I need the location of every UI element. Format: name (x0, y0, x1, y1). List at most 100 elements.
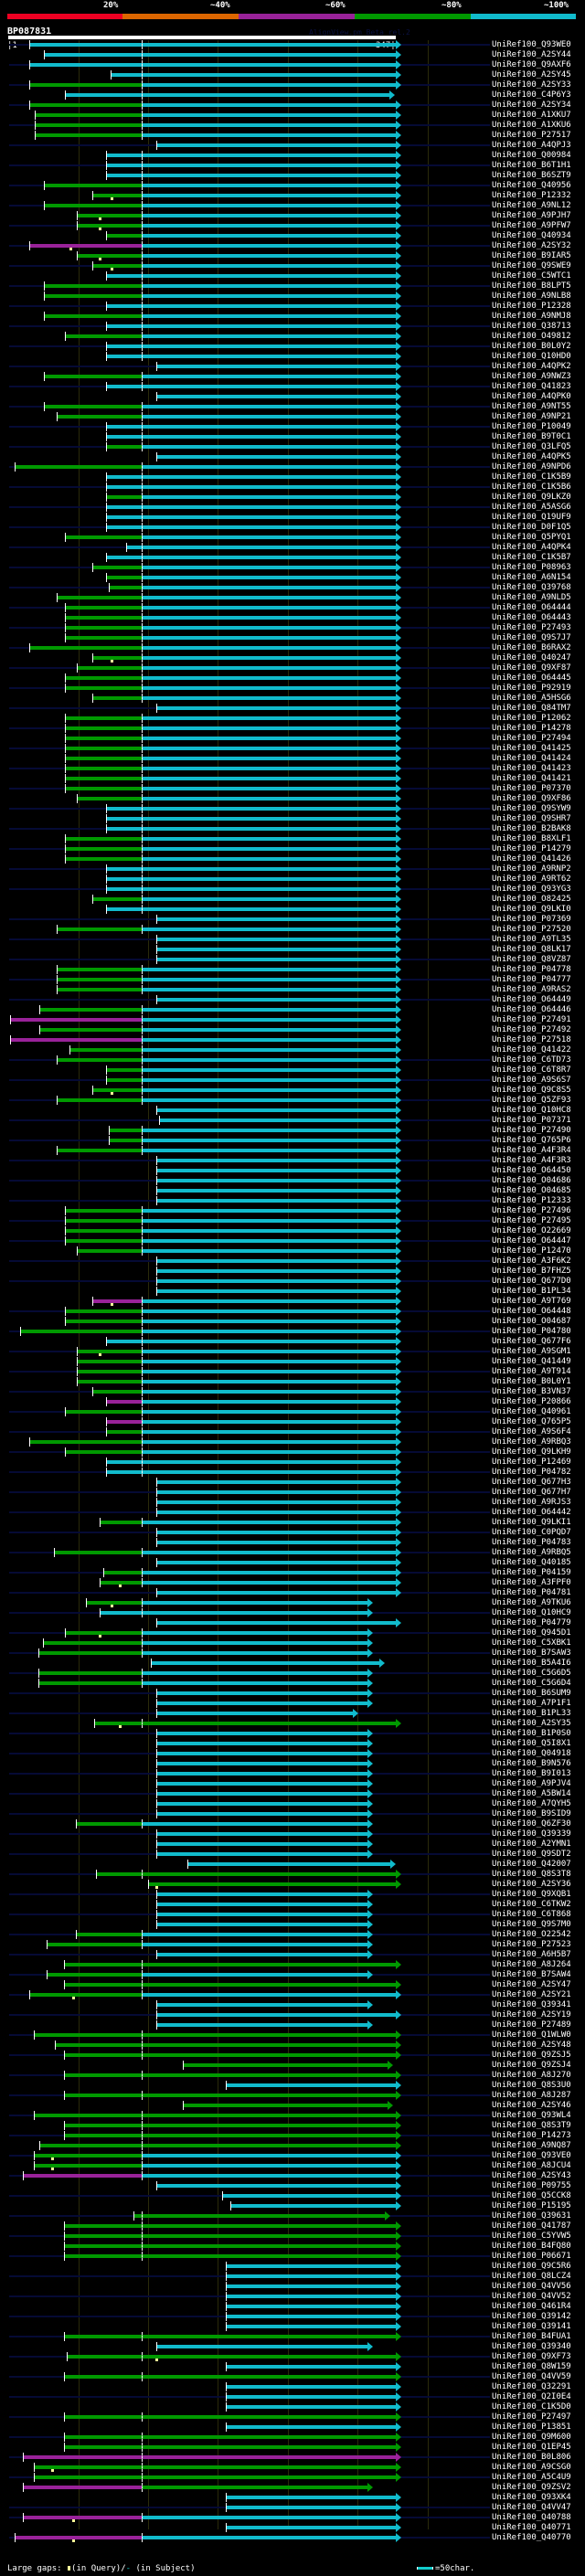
subject-link[interactable]: UniRef100_P27518 (492, 1035, 571, 1044)
alignment-row[interactable]: UniRef100_B1PL33 (0, 1709, 585, 1719)
alignment-row[interactable]: UniRef100_A5C4U9 (0, 2473, 585, 2483)
subject-link[interactable]: UniRef100_B3VN37 (492, 1387, 571, 1396)
alignment-row[interactable]: UniRef100_C0PQD7 (0, 1528, 585, 1538)
alignment-row[interactable]: UniRef100_Q5CCK8 (0, 2191, 585, 2201)
alignment-row[interactable]: UniRef100_A9PFW7 (0, 221, 585, 231)
subject-link[interactable]: UniRef100_C0PQD7 (492, 1528, 571, 1537)
subject-link[interactable]: UniRef100_A5BW14 (492, 1789, 571, 1798)
subject-link[interactable]: UniRef100_A9NP21 (492, 412, 571, 421)
alignment-row[interactable]: UniRef100_B9T0C1 (0, 432, 585, 442)
subject-link[interactable]: UniRef100_Q765P6 (492, 1136, 571, 1145)
subject-link[interactable]: UniRef100_P12470 (492, 1246, 571, 1256)
subject-link[interactable]: UniRef100_A2SY19 (492, 2010, 571, 2019)
subject-link[interactable]: UniRef100_B9T0C1 (492, 432, 571, 441)
subject-link[interactable]: UniRef100_O64447 (492, 1236, 571, 1246)
subject-link[interactable]: UniRef100_Q40770 (492, 2533, 571, 2542)
alignment-row[interactable]: UniRef100_Q9SDT2 (0, 1850, 585, 1860)
subject-link[interactable]: UniRef100_B4FQ80 (492, 2242, 571, 2251)
subject-link[interactable]: UniRef100_A1XKU6 (492, 121, 571, 130)
subject-link[interactable]: UniRef100_Q9M600 (492, 2433, 571, 2442)
subject-link[interactable]: UniRef100_Q93WE0 (492, 40, 571, 49)
alignment-row[interactable]: UniRef100_Q8S3U0 (0, 2081, 585, 2091)
subject-link[interactable]: UniRef100_A2SY21 (492, 1990, 571, 1999)
alignment-row[interactable]: UniRef100_P04781 (0, 1588, 585, 1598)
alignment-row[interactable]: UniRef100_Q9XF73 (0, 2352, 585, 2362)
alignment-row[interactable]: UniRef100_Q1WLW0 (0, 2030, 585, 2041)
alignment-row[interactable]: UniRef100_O64448 (0, 1307, 585, 1317)
subject-link[interactable]: UniRef100_Q40788 (492, 2513, 571, 2522)
alignment-row[interactable]: UniRef100_B6RAX2 (0, 643, 585, 653)
alignment-row[interactable]: UniRef100_Q8W159 (0, 2362, 585, 2372)
subject-link[interactable]: UniRef100_A3FPF0 (492, 1578, 571, 1587)
subject-link[interactable]: UniRef100_A9NT55 (492, 402, 571, 411)
subject-link[interactable]: UniRef100_A2SY43 (492, 2171, 571, 2180)
subject-link[interactable]: UniRef100_A4QPK0 (492, 392, 571, 401)
alignment-row[interactable]: UniRef100_P20866 (0, 1397, 585, 1407)
alignment-row[interactable]: UniRef100_O64443 (0, 613, 585, 623)
subject-link[interactable]: UniRef100_P04777 (492, 975, 571, 984)
subject-link[interactable]: UniRef100_A8J287 (492, 2091, 571, 2100)
subject-link[interactable]: UniRef100_A2SY32 (492, 241, 571, 250)
subject-link[interactable]: UniRef100_P04780 (492, 1327, 571, 1336)
subject-link[interactable]: UniRef100_A2SY34 (492, 101, 571, 110)
subject-link[interactable]: UniRef100_P27520 (492, 925, 571, 934)
subject-link[interactable]: UniRef100_C1K5B6 (492, 482, 571, 492)
alignment-row[interactable]: UniRef100_A9TKU6 (0, 1598, 585, 1608)
subject-link[interactable]: UniRef100_Q41424 (492, 754, 571, 763)
subject-link[interactable]: UniRef100_A1XKU7 (492, 111, 571, 120)
alignment-row[interactable]: UniRef100_A1XKU7 (0, 111, 585, 121)
subject-link[interactable]: UniRef100_A9TKU6 (492, 1598, 571, 1607)
subject-link[interactable]: UniRef100_P92919 (492, 684, 571, 693)
subject-link[interactable]: UniRef100_A5ASG6 (492, 503, 571, 512)
alignment-row[interactable]: UniRef100_A5BW14 (0, 1789, 585, 1799)
subject-link[interactable]: UniRef100_A6H5B7 (492, 1950, 571, 1959)
alignment-row[interactable]: UniRef100_P12332 (0, 191, 585, 201)
subject-link[interactable]: UniRef100_Q19UF9 (492, 513, 571, 522)
alignment-row[interactable]: UniRef100_Q93YG3 (0, 885, 585, 895)
alignment-row[interactable]: UniRef100_O49812 (0, 332, 585, 342)
alignment-row[interactable]: UniRef100_A4F3R4 (0, 1146, 585, 1156)
alignment-row[interactable]: UniRef100_A9NL12 (0, 201, 585, 211)
subject-link[interactable]: UniRef100_Q40247 (492, 653, 571, 663)
subject-link[interactable]: UniRef100_A9TL35 (492, 935, 571, 944)
alignment-row[interactable]: UniRef100_C1K5B6 (0, 482, 585, 493)
alignment-row[interactable]: UniRef100_Q40247 (0, 653, 585, 663)
alignment-row[interactable]: UniRef100_Q10HC8 (0, 1106, 585, 1116)
alignment-row[interactable]: UniRef100_Q39341 (0, 2000, 585, 2010)
alignment-row[interactable]: UniRef100_A9NWZ3 (0, 372, 585, 382)
subject-link[interactable]: UniRef100_A9SGM1 (492, 1347, 571, 1356)
alignment-row[interactable]: UniRef100_O64442 (0, 1508, 585, 1518)
alignment-row[interactable]: UniRef100_A2SY19 (0, 2010, 585, 2020)
subject-link[interactable]: UniRef100_Q40961 (492, 1407, 571, 1416)
alignment-row[interactable]: UniRef100_O04685 (0, 1186, 585, 1196)
subject-link[interactable]: UniRef100_A9CSG0 (492, 2463, 571, 2472)
subject-link[interactable]: UniRef100_A9RJS3 (492, 1498, 571, 1507)
subject-link[interactable]: UniRef100_A9NWZ3 (492, 372, 571, 381)
alignment-row[interactable]: UniRef100_B9SID9 (0, 1809, 585, 1819)
subject-link[interactable]: UniRef100_A8J264 (492, 1960, 571, 1969)
subject-link[interactable]: UniRef100_P27496 (492, 1206, 571, 1215)
alignment-row[interactable]: UniRef100_Q39142 (0, 2312, 585, 2322)
alignment-row[interactable]: UniRef100_P07371 (0, 1116, 585, 1126)
subject-link[interactable]: UniRef100_P12469 (492, 1458, 571, 1467)
subject-link[interactable]: UniRef100_B8LPT5 (492, 281, 571, 291)
alignment-row[interactable]: UniRef100_B0L0Y2 (0, 342, 585, 352)
alignment-row[interactable]: UniRef100_P15195 (0, 2201, 585, 2211)
subject-link[interactable]: UniRef100_C6TKW2 (492, 1900, 571, 1909)
subject-link[interactable]: UniRef100_B6SZT9 (492, 171, 571, 180)
subject-link[interactable]: UniRef100_Q4VV59 (492, 2372, 571, 2381)
subject-link[interactable]: UniRef100_A2SY45 (492, 70, 571, 80)
alignment-row[interactable]: UniRef100_P06671 (0, 2252, 585, 2262)
subject-link[interactable]: UniRef100_Q2I0E4 (492, 2392, 571, 2401)
subject-link[interactable]: UniRef100_A9RBQ3 (492, 1437, 571, 1447)
subject-link[interactable]: UniRef100_Q5CCK8 (492, 2191, 571, 2200)
subject-link[interactable]: UniRef100_Q41823 (492, 382, 571, 391)
subject-link[interactable]: UniRef100_A8J270 (492, 2071, 571, 2080)
subject-link[interactable]: UniRef100_Q8S3T8 (492, 1870, 571, 1879)
alignment-row[interactable]: UniRef100_A9RAS2 (0, 985, 585, 995)
subject-link[interactable]: UniRef100_P14278 (492, 724, 571, 733)
subject-link[interactable]: UniRef100_Q5PYQ1 (492, 533, 571, 542)
alignment-row[interactable]: UniRef100_A2SY47 (0, 1980, 585, 1990)
alignment-row[interactable]: UniRef100_Q4VV47 (0, 2503, 585, 2513)
subject-link[interactable]: UniRef100_C6T8R7 (492, 1065, 571, 1075)
